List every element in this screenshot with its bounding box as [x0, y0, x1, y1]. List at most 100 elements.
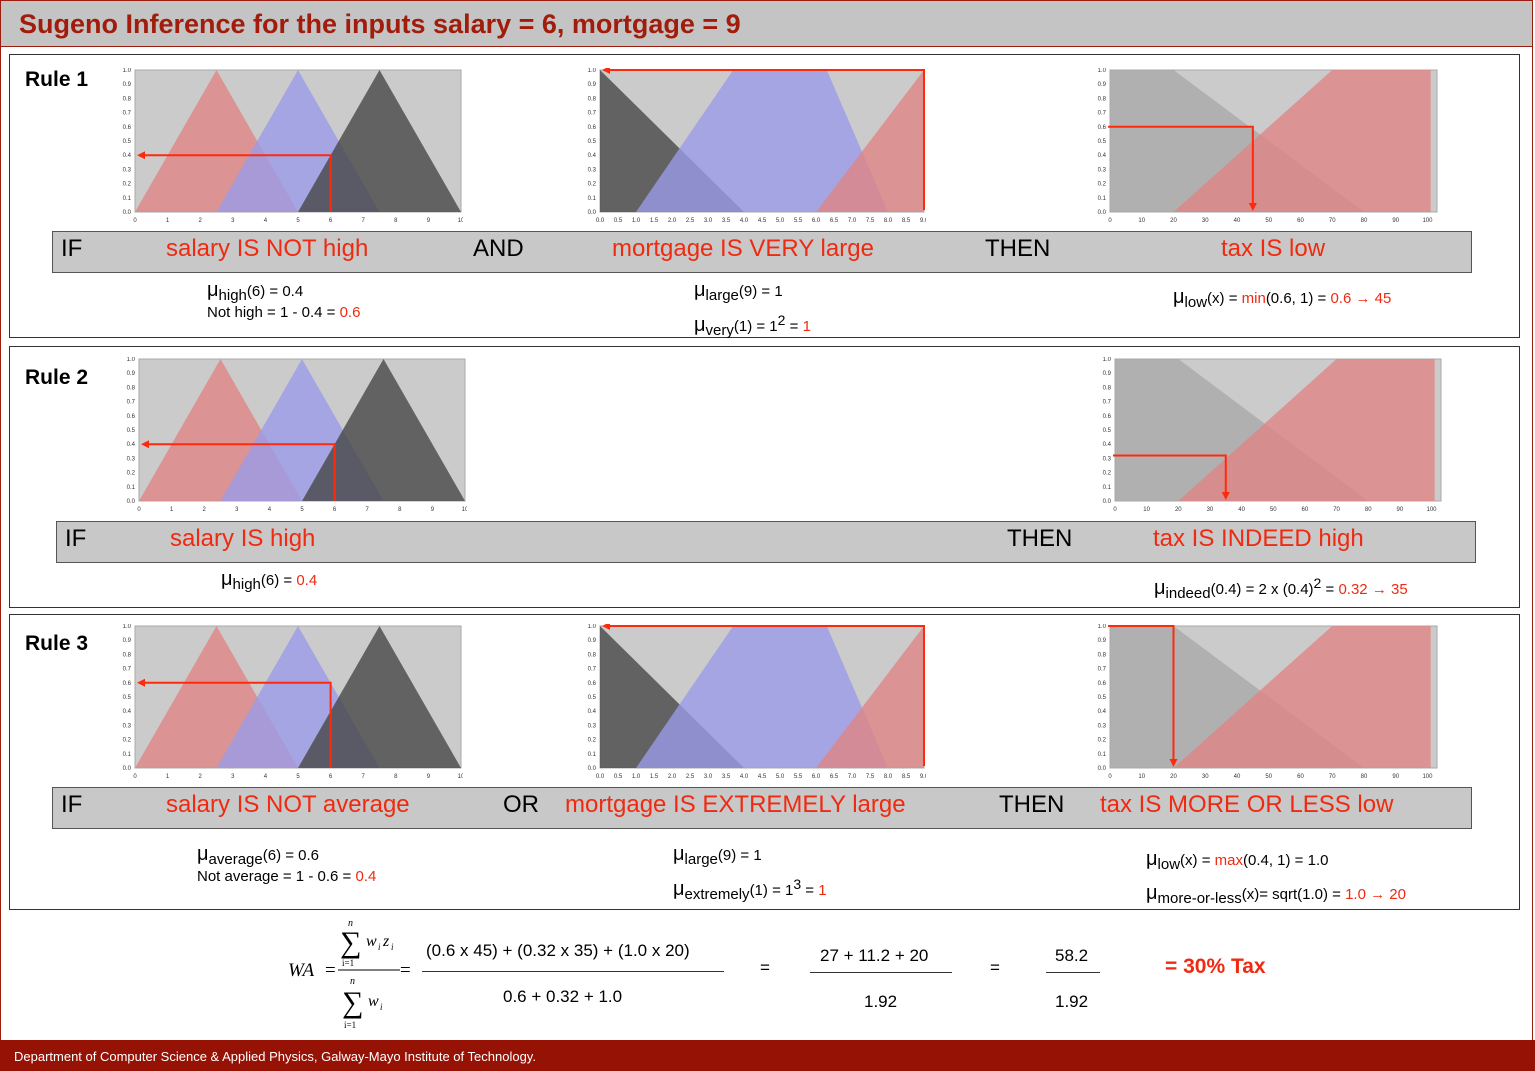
y-tick-label: 0.1	[1098, 752, 1107, 758]
x-tick-label: 30	[1202, 218, 1209, 224]
y-tick-label: 0.3	[1103, 456, 1112, 462]
x-tick-label: 90	[1397, 507, 1404, 513]
x-tick-label: 0	[133, 774, 137, 780]
formula-denominator-2: 1.92	[864, 992, 898, 1011]
formula-numerator-1: (0.6 x 45) + (0.32 x 35) + (1.0 x 20)	[426, 941, 690, 960]
x-tick-label: 2.5	[686, 774, 695, 780]
rule-3-operator: OR	[503, 791, 539, 818]
weighted-average-formula: WA = n ∑ i=1 w i z i = n ∑ i=1 w i	[288, 918, 411, 1030]
rule-3-note-mortgage: μlarge(9) = 1 μextremely(1) = 13 = 1	[673, 843, 827, 903]
x-tick-label: 5.5	[794, 774, 803, 780]
rule-1-bar	[52, 231, 1472, 273]
y-tick-label: 1.0	[588, 68, 597, 74]
formula-den-sub: i	[380, 1002, 383, 1012]
x-tick-label: 4.0	[740, 218, 749, 224]
formula-denominator-1: 0.6 + 0.32 + 1.0	[503, 987, 623, 1006]
y-tick-label: 0.4	[1103, 442, 1112, 448]
x-tick-label: 3	[231, 774, 235, 780]
x-tick-label: 7.0	[848, 218, 857, 224]
formula-den-w: w	[368, 993, 379, 1010]
x-tick-label: 80	[1361, 774, 1368, 780]
rule-1-tax-plot: 0.0 0.1 0.2 0.3 0.4 0.5 0.6 0.7 0.8 0.9 1.0 0 10 20 30…	[1083, 68, 1439, 228]
mf-large-triangle	[816, 626, 924, 768]
x-tick-label: 90	[1392, 774, 1399, 780]
x-tick-label: 6.0	[812, 774, 821, 780]
arrow-head	[137, 151, 145, 160]
x-tick-label: 4.5	[758, 774, 767, 780]
y-tick-label: 0.4	[1098, 153, 1107, 159]
rule-1-salary-plot: 0.0 0.1 0.2 0.3 0.4 0.5 0.6 0.7 0.8 0.9 1.0 0 1 2 3 4 5 6…	[108, 68, 465, 228]
footer: Department of Computer Science & Applied…	[0, 1040, 1535, 1071]
formula-equals-3: =	[990, 958, 1000, 977]
x-tick-label: 3.0	[704, 774, 713, 780]
x-tick-label: 8.0	[884, 774, 893, 780]
y-tick-label: 0.1	[588, 752, 597, 758]
rule-3-antecedent-1: salary IS NOT average	[166, 791, 410, 818]
x-tick-label: 2.0	[668, 218, 677, 224]
formula-numerator-2: 27 + 11.2 + 20	[820, 946, 929, 965]
footer-text: Department of Computer Science & Applied…	[14, 1049, 536, 1064]
y-tick-label: 0.2	[1103, 471, 1112, 477]
x-tick-label: 5	[296, 218, 300, 224]
x-tick-label: 2.0	[668, 774, 677, 780]
x-tick-label: 2.5	[686, 218, 695, 224]
mf-tax-high	[1178, 359, 1435, 501]
y-tick-label: 0.5	[1103, 428, 1112, 434]
x-tick-label: 7.5	[866, 218, 875, 224]
consequent-arrow	[1113, 454, 1227, 493]
x-tick-label: 4.0	[740, 774, 749, 780]
y-tick-label: 0.8	[1103, 385, 1112, 391]
x-tick-label: 9.0	[920, 218, 926, 224]
y-tick-label: 0.6	[588, 681, 597, 687]
x-tick-label: 60	[1302, 507, 1309, 513]
y-tick-label: 0.7	[1098, 667, 1107, 673]
y-tick-label: 0.1	[123, 196, 132, 202]
x-tick-label: 6.5	[830, 774, 839, 780]
y-tick-label: 0.8	[127, 385, 136, 391]
y-tick-label: 0.8	[123, 96, 132, 102]
y-tick-label: 0.0	[588, 210, 597, 216]
y-tick-label: 0.3	[127, 456, 136, 462]
formula-equals-2: =	[760, 958, 770, 977]
y-tick-label: 0.6	[588, 125, 597, 131]
x-tick-label: 1.5	[650, 218, 659, 224]
mf-plot-svg: 0.0 0.1 0.2 0.3 0.4 0.5 0.6 0.7 0.8 0.9 1.0 0 1 2 3 4 5 6…	[123, 68, 465, 224]
rule-2-consequent: tax IS INDEED high	[1153, 525, 1364, 552]
y-tick-label: 0.9	[588, 638, 597, 644]
x-tick-label: 3.5	[722, 774, 731, 780]
rule-1-title: Rule 1	[25, 68, 89, 91]
y-tick-label: 0.9	[127, 371, 136, 377]
rule-2-title: Rule 2	[25, 366, 89, 389]
y-tick-label: 1.0	[123, 624, 132, 630]
formula-num-w: w	[366, 933, 377, 950]
y-tick-label: 0.2	[1098, 738, 1107, 744]
x-tick-label: 7	[366, 507, 370, 513]
y-tick-label: 0.9	[1098, 638, 1107, 644]
arrow-head	[602, 66, 610, 74]
mf-high-triangle	[298, 626, 461, 768]
arrow-head	[602, 622, 610, 630]
formula-sum-bottom-num: i=1	[342, 958, 354, 968]
x-tick-label: 100	[1426, 507, 1437, 513]
y-tick-label: 0.9	[123, 638, 132, 644]
x-tick-label: 7.0	[848, 774, 857, 780]
formula-sum-top-num: n	[348, 918, 353, 929]
y-tick-label: 0.3	[1098, 167, 1107, 173]
x-tick-label: 1.0	[632, 218, 641, 224]
x-tick-label: 0	[1113, 507, 1117, 513]
y-tick-label: 0.4	[123, 709, 132, 715]
rule-2-then: THEN	[1007, 525, 1073, 552]
y-tick-label: 0.4	[127, 442, 136, 448]
y-tick-label: 0.7	[588, 111, 597, 117]
formula-denominator-3: 1.92	[1055, 992, 1089, 1011]
formula-sum-bottom-den: i=1	[344, 1020, 356, 1030]
x-tick-label: 8.0	[884, 218, 893, 224]
y-tick-label: 0.4	[123, 153, 132, 159]
arrow-head	[1221, 492, 1230, 500]
consequent-arrow	[1108, 125, 1254, 204]
y-tick-label: 0.6	[127, 414, 136, 420]
rule-3-bar	[52, 787, 1472, 829]
membership-arrow	[147, 443, 336, 501]
y-tick-label: 1.0	[127, 357, 136, 363]
rule-3-consequent: tax IS MORE OR LESS low	[1100, 791, 1394, 818]
